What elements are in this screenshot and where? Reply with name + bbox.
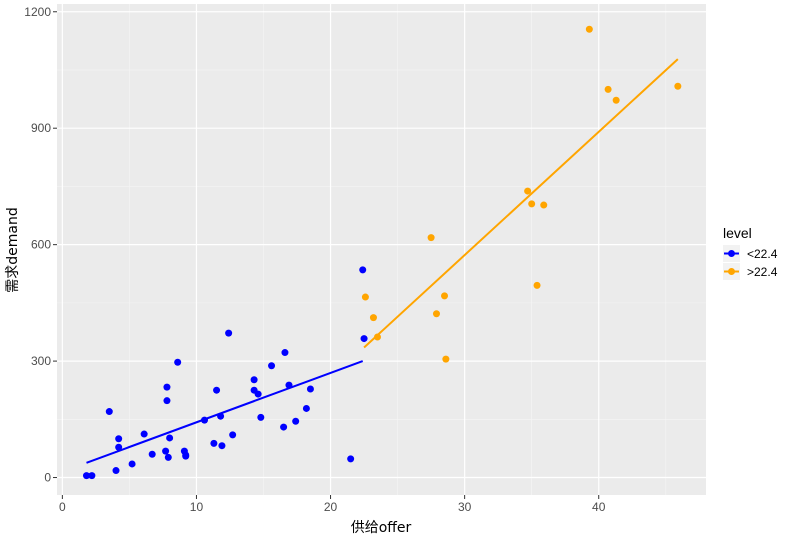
y-tick-label: 900 — [31, 121, 51, 135]
data-point-series-0 — [166, 434, 174, 442]
data-point-series-0 — [347, 455, 355, 463]
data-point-series-1 — [441, 292, 449, 300]
x-axis: 0 10 20 30 40 — [59, 495, 606, 514]
trend-line-series-1 — [363, 58, 679, 349]
data-point-series-0 — [217, 412, 225, 420]
data-point-series-1 — [674, 82, 682, 90]
data-point-series-0 — [88, 472, 96, 480]
data-point-series-0 — [128, 460, 136, 468]
data-point-series-0 — [115, 443, 123, 451]
data-point-series-1 — [369, 314, 377, 322]
y-tick-label: 0 — [44, 471, 51, 485]
y-tick-label: 600 — [31, 238, 51, 252]
data-point-series-1 — [585, 25, 593, 33]
data-point-series-0 — [174, 358, 182, 366]
legend: level <22.4 >22.4 — [723, 225, 778, 280]
legend-dot-0 — [728, 250, 735, 257]
trend-line-series-0 — [86, 360, 364, 464]
legend-item-0: <22.4 — [723, 245, 778, 262]
data-point-series-1 — [432, 310, 440, 318]
x-tick-label: 0 — [59, 500, 66, 514]
data-point-series-0 — [213, 386, 221, 394]
data-point-series-0 — [148, 450, 156, 458]
data-points — [83, 25, 682, 480]
data-point-series-0 — [302, 404, 310, 412]
data-point-series-0 — [268, 362, 276, 370]
data-point-series-0 — [201, 416, 208, 424]
data-point-series-0 — [292, 417, 300, 425]
legend-label-1: >22.4 — [747, 265, 778, 279]
y-axis-title: 需求demand — [5, 207, 21, 292]
data-point-series-0 — [140, 430, 148, 438]
data-point-series-0 — [163, 397, 171, 405]
data-point-series-1 — [533, 281, 541, 289]
data-point-series-1 — [442, 355, 450, 363]
data-point-series-0 — [229, 431, 237, 439]
data-point-series-0 — [162, 447, 170, 455]
data-point-series-0 — [360, 335, 368, 343]
y-tick-label: 300 — [31, 354, 51, 368]
data-point-series-1 — [427, 234, 435, 242]
legend-item-1: >22.4 — [723, 263, 778, 280]
data-point-series-0 — [218, 442, 226, 450]
trend-lines — [86, 58, 679, 464]
data-point-series-1 — [612, 96, 620, 104]
x-tick-label: 30 — [458, 500, 472, 514]
data-point-series-0 — [164, 453, 172, 461]
data-point-series-0 — [210, 439, 218, 447]
legend-dot-1 — [728, 268, 735, 275]
data-point-series-0 — [112, 467, 120, 475]
y-axis: 0 300 600 900 1200 — [24, 5, 57, 485]
data-point-series-0 — [359, 266, 367, 274]
data-point-series-1 — [604, 85, 612, 93]
data-point-series-0 — [254, 390, 262, 398]
data-point-series-1 — [361, 293, 369, 301]
data-point-series-0 — [182, 452, 190, 460]
legend-label-0: <22.4 — [747, 247, 778, 261]
data-point-series-0 — [83, 472, 90, 480]
data-point-series-1 — [373, 333, 381, 341]
x-tick-label: 10 — [190, 500, 204, 514]
data-point-series-1 — [540, 201, 548, 209]
grid-major — [57, 4, 706, 495]
data-point-series-0 — [280, 423, 288, 431]
x-axis-title: 供给offer — [351, 520, 412, 536]
data-point-series-1 — [524, 187, 532, 195]
x-tick-label: 20 — [324, 500, 338, 514]
data-point-series-1 — [528, 200, 536, 208]
data-point-series-0 — [163, 383, 171, 391]
x-tick-label: 40 — [592, 500, 606, 514]
legend-title: level — [723, 225, 752, 241]
y-tick-label: 1200 — [24, 5, 51, 19]
data-point-series-0 — [281, 349, 289, 357]
data-point-series-0 — [105, 408, 113, 416]
panel-background — [57, 4, 706, 495]
data-point-series-0 — [225, 329, 233, 337]
grid-minor — [57, 4, 706, 495]
data-point-series-0 — [115, 435, 123, 443]
data-point-series-0 — [257, 413, 265, 421]
data-point-series-0 — [250, 376, 258, 384]
data-point-series-0 — [285, 381, 293, 389]
data-point-series-0 — [306, 385, 314, 393]
